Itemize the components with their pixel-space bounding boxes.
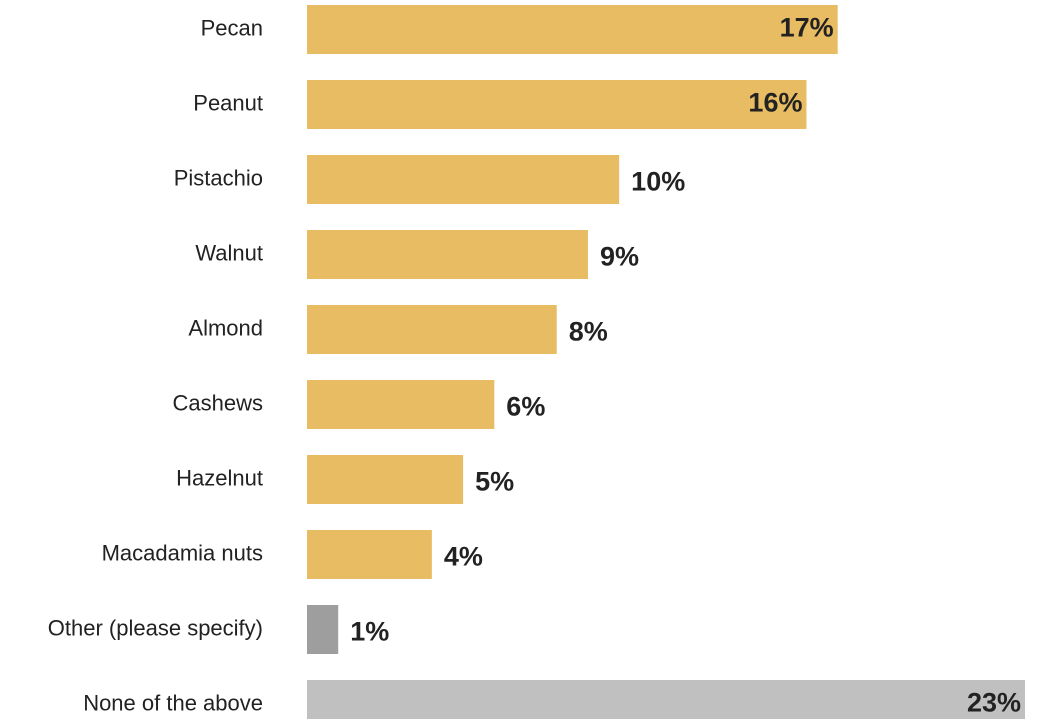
value-label: 10% <box>631 167 685 197</box>
bar <box>307 230 588 279</box>
category-label: Pecan <box>201 15 263 40</box>
bar <box>307 530 432 579</box>
value-label: 6% <box>506 392 545 422</box>
value-label: 23% <box>967 688 1021 718</box>
bars <box>307 5 1025 719</box>
value-label: 4% <box>444 542 483 572</box>
value-label: 17% <box>780 13 834 43</box>
bar <box>307 680 1025 719</box>
bar <box>307 455 464 504</box>
value-label: 8% <box>569 317 608 347</box>
bar <box>307 155 620 204</box>
bar <box>307 605 339 654</box>
bar <box>307 380 495 429</box>
value-label: 16% <box>748 88 802 118</box>
category-label: Almond <box>188 315 263 340</box>
category-label: Pistachio <box>174 165 263 190</box>
category-label: Walnut <box>195 240 263 265</box>
value-label: 5% <box>475 467 514 497</box>
category-label: Hazelnut <box>176 465 263 490</box>
bar <box>307 305 557 354</box>
category-label: Other (please specify) <box>48 615 263 640</box>
category-label: Cashews <box>173 390 263 415</box>
category-label: Peanut <box>193 90 263 115</box>
value-labels: 17% 16% 10% 9% 8% 6% 5% 4% 1% 23% <box>350 13 1021 718</box>
value-label: 9% <box>600 242 639 272</box>
bar <box>307 80 807 129</box>
category-labels: Pecan Peanut Pistachio Walnut Almond Cashews H… <box>48 15 263 715</box>
value-label: 1% <box>350 617 389 647</box>
category-label: Macadamia nuts <box>102 540 263 565</box>
bar <box>307 5 838 54</box>
category-label: None of the above <box>83 690 263 715</box>
